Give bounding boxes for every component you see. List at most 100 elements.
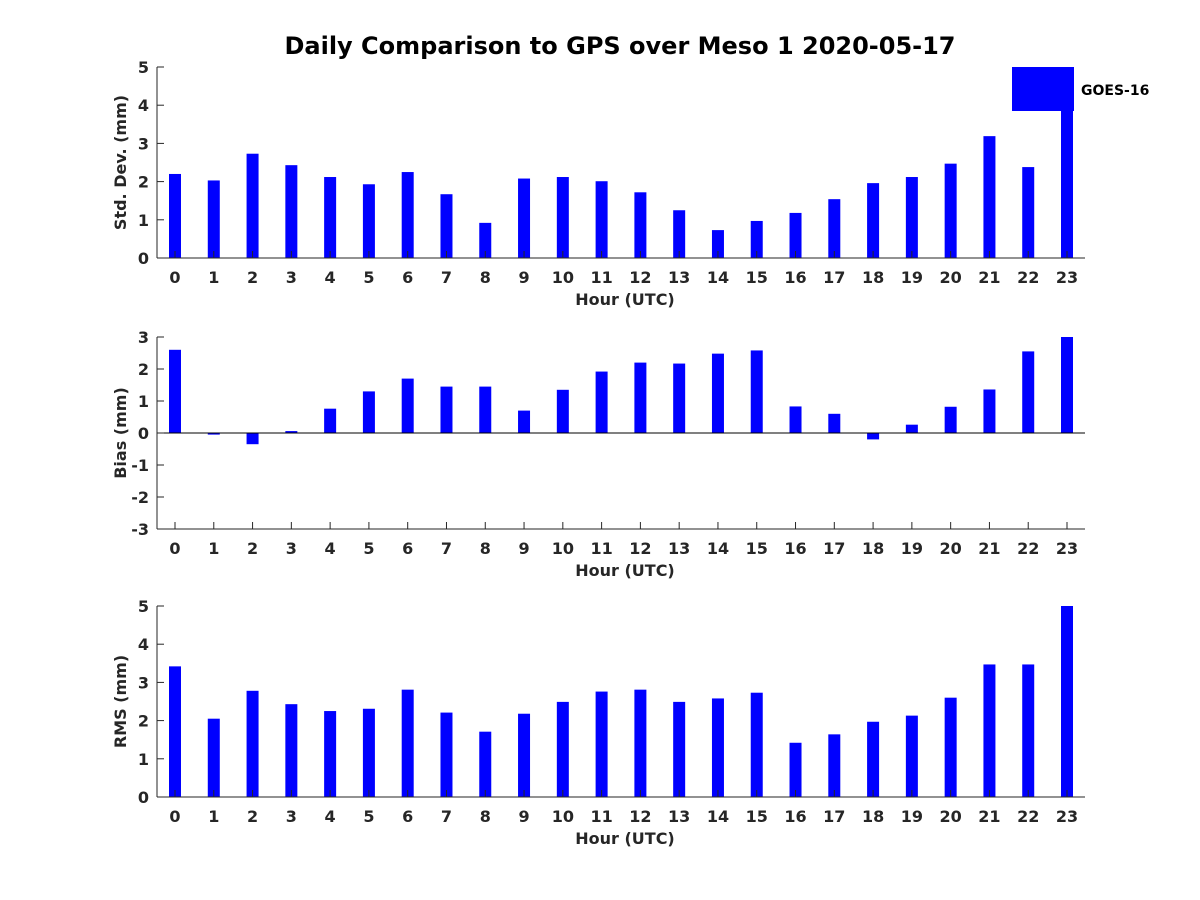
bar-hour-0 [169,349,181,433]
x-tick-label: 3 [286,539,297,558]
bar-hour-14 [711,353,724,433]
x-tick-label: 23 [1056,268,1078,287]
x-tick-label: 14 [707,807,729,826]
bar-hour-19 [905,715,918,797]
bar-hour-0 [169,173,181,258]
x-tick-label: 1 [208,539,219,558]
x-tick-label: 15 [746,807,768,826]
bar-hour-6 [401,172,414,258]
x-tick-label: 1 [208,807,219,826]
bar-hour-21 [983,664,996,797]
x-tick-label: 11 [590,268,612,287]
bar-hour-2 [246,433,259,445]
x-tick-label: 12 [629,268,651,287]
bar-hour-7 [440,712,453,797]
y-tick-label: 3 [138,673,149,692]
x-tick-label: 10 [552,539,574,558]
x-tick-label: 4 [325,268,336,287]
bar-hour-18 [867,721,880,797]
x-tick-label: 12 [629,807,651,826]
x-tick-label: 5 [363,539,374,558]
bar-hour-10 [556,177,569,258]
bar-hour-8 [479,386,492,433]
x-tick-label: 8 [480,268,491,287]
bar-hour-8 [479,222,492,258]
y-tick-label: 2 [138,712,149,731]
y-axis-label: Std. Dev. (mm) [111,95,130,230]
bar-hour-23 [1061,67,1073,258]
y-tick-label: 5 [138,58,149,77]
bar-hour-17 [828,734,841,797]
x-tick-label: 8 [480,807,491,826]
x-tick-label: 23 [1056,807,1078,826]
x-tick-label: 0 [169,268,180,287]
y-tick-label: 0 [138,249,149,268]
x-tick-label: 22 [1017,539,1039,558]
x-tick-label: 7 [441,268,452,287]
y-tick-label: 2 [138,173,149,192]
y-tick-label: 1 [138,750,149,769]
bar-hour-5 [362,391,375,433]
x-tick-label: 16 [784,807,806,826]
x-tick-label: 0 [169,807,180,826]
x-tick-label: 11 [590,807,612,826]
x-tick-label: 21 [978,807,1000,826]
x-tick-label: 19 [901,539,923,558]
legend: GOES-16 [1012,67,1149,111]
bar-hour-3 [285,431,298,433]
x-tick-label: 4 [325,539,336,558]
bar-hour-15 [750,692,763,797]
bar-hour-23 [1061,606,1073,797]
y-tick-label: 1 [138,211,149,230]
y-axis-label: RMS (mm) [111,655,130,748]
x-tick-label: 19 [901,807,923,826]
x-tick-label: 6 [402,539,413,558]
x-tick-label: 6 [402,268,413,287]
bar-hour-16 [789,742,802,797]
chart-title: Daily Comparison to GPS over Meso 1 2020… [284,32,955,60]
x-tick-label: 17 [823,807,845,826]
x-tick-label: 18 [862,807,884,826]
bar-hour-18 [867,433,880,440]
bar-hour-6 [401,689,414,797]
bar-hour-4 [324,711,337,797]
x-tick-label: 2 [247,807,258,826]
x-tick-label: 14 [707,539,729,558]
x-tick-label: 11 [590,539,612,558]
x-tick-label: 22 [1017,268,1039,287]
x-tick-label: 17 [823,539,845,558]
x-tick-label: 17 [823,268,845,287]
x-tick-label: 16 [784,539,806,558]
x-tick-label: 6 [402,807,413,826]
x-tick-label: 20 [940,807,962,826]
y-tick-label: 0 [138,788,149,807]
bar-hour-20 [944,406,957,433]
x-tick-label: 8 [480,539,491,558]
bar-hour-22 [1022,664,1035,797]
bar-hour-1 [207,180,220,258]
bar-hour-13 [673,701,686,797]
x-tick-label: 22 [1017,807,1039,826]
bar-hour-5 [362,708,375,797]
y-tick-label: 4 [138,635,149,654]
bar-hour-6 [401,378,414,433]
bar-hour-13 [673,363,686,433]
x-tick-label: 10 [552,807,574,826]
bar-hour-9 [518,713,531,797]
bar-hour-3 [285,704,298,797]
x-tick-label: 21 [978,539,1000,558]
x-tick-label: 15 [746,268,768,287]
bar-hour-10 [556,701,569,797]
x-axis-label: Hour (UTC) [575,561,675,580]
x-tick-label: 20 [940,539,962,558]
bar-hour-7 [440,194,453,258]
bar-hour-15 [750,220,763,258]
y-tick-label: 2 [138,360,149,379]
bar-hour-16 [789,212,802,258]
bar-hour-14 [711,230,724,258]
x-tick-label: 21 [978,268,1000,287]
bar-hour-17 [828,199,841,258]
